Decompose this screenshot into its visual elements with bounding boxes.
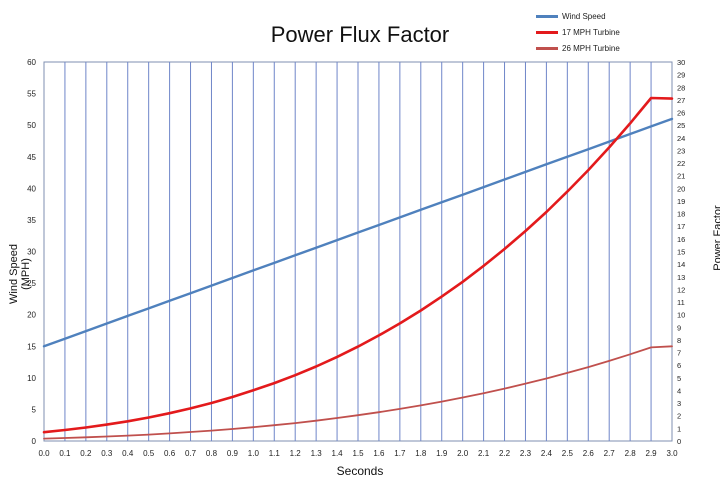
y-right-tick-label: 29 xyxy=(677,71,685,80)
y-right-tick-label: 24 xyxy=(677,134,685,143)
x-tick-label: 0.5 xyxy=(143,449,155,458)
y-left-tick-label: 10 xyxy=(27,374,36,383)
y-left-tick-label: 35 xyxy=(27,216,36,225)
x-tick-label: 2.3 xyxy=(520,449,532,458)
y-right-tick-label: 22 xyxy=(677,159,685,168)
y-left-tick-label: 15 xyxy=(27,342,36,351)
y-right-tick-label: 1 xyxy=(677,424,681,433)
legend-label-26-mph-turbine: 26 MPH Turbine xyxy=(562,43,620,53)
x-tick-label: 2.2 xyxy=(499,449,511,458)
x-tick-label: 2.9 xyxy=(646,449,658,458)
x-axis-label: Seconds xyxy=(336,464,384,478)
y-right-tick-label: 15 xyxy=(677,248,685,257)
legend-swatch-wind-speed xyxy=(536,14,558,18)
x-tick-label: 2.6 xyxy=(583,449,595,458)
x-tick-label: 0.4 xyxy=(122,449,134,458)
x-tick-label: 1.5 xyxy=(352,449,364,458)
y-right-tick-label: 2 xyxy=(677,412,681,421)
y-axis-right-label: Power Factor xyxy=(712,205,720,271)
legend-item-wind-speed: Wind Speed xyxy=(536,8,620,24)
y-right-tick-label: 23 xyxy=(677,146,685,155)
y-left-tick-label: 20 xyxy=(27,311,36,320)
x-tick-label: 3.0 xyxy=(666,449,678,458)
x-tick-label: 0.3 xyxy=(101,449,113,458)
x-tick-label: 1.8 xyxy=(415,449,427,458)
y-right-tick-label: 21 xyxy=(677,172,685,181)
y-left-tick-label: 45 xyxy=(27,153,36,162)
x-tick-label: 0.2 xyxy=(80,449,92,458)
y-right-tick-label: 4 xyxy=(677,386,681,395)
x-tick-label: 2.1 xyxy=(478,449,490,458)
y-right-tick-label: 13 xyxy=(677,273,685,282)
y-right-tick-label: 0 xyxy=(677,437,681,446)
y-right-tick-label: 8 xyxy=(677,336,681,345)
legend-swatch-17-mph-turbine xyxy=(536,30,558,34)
y-right-tick-label: 26 xyxy=(677,109,685,118)
x-tick-label: 1.2 xyxy=(290,449,302,458)
y-right-tick-label: 5 xyxy=(677,374,681,383)
y-right-tick-label: 12 xyxy=(677,285,685,294)
legend-label-wind-speed: Wind Speed xyxy=(562,11,606,21)
y-right-tick-label: 19 xyxy=(677,197,685,206)
x-tick-label: 2.5 xyxy=(562,449,574,458)
y-axis-left-label: Wind Speed (MPH) xyxy=(8,244,32,304)
y-right-tick-label: 3 xyxy=(677,399,681,408)
y-left-tick-label: 40 xyxy=(27,184,36,193)
series-line-26-mph-turbine xyxy=(43,345,673,440)
y-right-tick-label: 6 xyxy=(677,361,681,370)
series-line-17-mph-turbine xyxy=(42,96,674,434)
legend: Wind Speed 17 MPH Turbine 26 MPH Turbine xyxy=(536,8,620,56)
y-right-tick-label: 18 xyxy=(677,210,685,219)
x-tick-label: 1.4 xyxy=(332,449,344,458)
x-tick-label: 0.9 xyxy=(227,449,239,458)
y-right-tick-label: 10 xyxy=(677,311,685,320)
x-tick-label: 1.7 xyxy=(394,449,406,458)
y-right-tick-label: 25 xyxy=(677,121,685,130)
series-line-wind-speed xyxy=(42,117,674,348)
y-left-tick-label: 25 xyxy=(27,279,36,288)
y-left-tick-label: 50 xyxy=(27,121,36,130)
x-tick-label: 1.1 xyxy=(269,449,281,458)
x-tick-label: 2.7 xyxy=(604,449,616,458)
x-tick-label: 2.8 xyxy=(625,449,637,458)
x-tick-label: 0.0 xyxy=(38,449,50,458)
x-tick-label: 2.0 xyxy=(457,449,469,458)
x-tick-label: 1.9 xyxy=(436,449,448,458)
x-tick-label: 0.7 xyxy=(185,449,197,458)
x-tick-label: 1.6 xyxy=(373,449,385,458)
y-left-tick-label: 30 xyxy=(27,248,36,257)
y-left-tick-label: 55 xyxy=(27,90,36,99)
y-right-tick-label: 28 xyxy=(677,83,685,92)
x-tick-label: 0.1 xyxy=(59,449,71,458)
y-right-tick-label: 17 xyxy=(677,222,685,231)
legend-label-17-mph-turbine: 17 MPH Turbine xyxy=(562,27,620,37)
y-right-tick-label: 30 xyxy=(677,58,685,67)
x-tick-label: 1.0 xyxy=(248,449,260,458)
y-right-tick-label: 16 xyxy=(677,235,685,244)
chart-title: Power Flux Factor xyxy=(270,22,450,47)
y-right-tick-label: 7 xyxy=(677,349,681,358)
y-right-tick-label: 27 xyxy=(677,96,685,105)
y-right-tick-label: 9 xyxy=(677,323,681,332)
y-left-tick-label: 0 xyxy=(32,437,37,446)
x-tick-label: 2.4 xyxy=(541,449,553,458)
y-left-tick-label: 60 xyxy=(27,58,36,67)
x-tick-label: 1.3 xyxy=(311,449,323,458)
legend-item-17-mph-turbine: 17 MPH Turbine xyxy=(536,24,620,40)
legend-swatch-26-mph-turbine xyxy=(536,46,558,50)
y-right-tick-label: 14 xyxy=(677,260,685,269)
y-right-tick-label: 11 xyxy=(677,298,685,307)
legend-item-26-mph-turbine: 26 MPH Turbine xyxy=(536,40,620,56)
x-tick-label: 0.8 xyxy=(206,449,218,458)
y-right-tick-label: 20 xyxy=(677,184,685,193)
x-tick-label: 0.6 xyxy=(164,449,176,458)
y-left-tick-label: 5 xyxy=(32,405,37,414)
